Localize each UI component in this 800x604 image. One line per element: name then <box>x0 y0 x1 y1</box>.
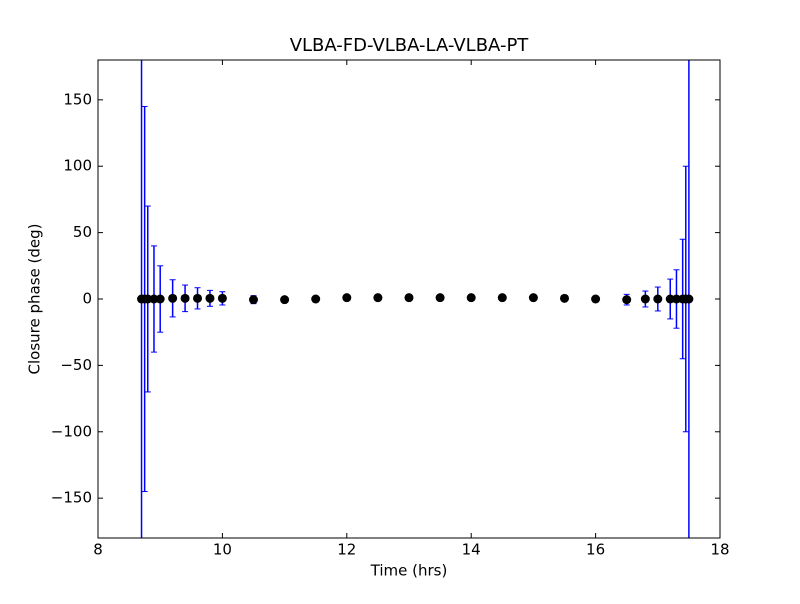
point <box>560 293 569 303</box>
y-tick-label: −100 <box>51 422 92 440</box>
point <box>249 295 258 305</box>
point <box>404 293 414 303</box>
y-tick-label: 150 <box>63 90 92 108</box>
point <box>435 293 445 303</box>
point <box>342 293 352 303</box>
chart-title: VLBA-FD-VLBA-LA-VLBA-PT <box>290 35 530 56</box>
point <box>205 293 215 303</box>
point <box>671 294 681 304</box>
point <box>180 293 190 303</box>
point <box>622 295 632 305</box>
x-tick-label: 10 <box>213 541 232 559</box>
x-tick-label: 14 <box>462 541 481 559</box>
x-tick-label: 8 <box>93 541 103 559</box>
y-tick-label: 50 <box>73 223 92 241</box>
point <box>684 294 694 304</box>
y-tick-label: −50 <box>60 356 92 374</box>
point <box>217 293 227 303</box>
y-axis-label: Closure phase (deg) <box>26 224 44 375</box>
point <box>155 294 165 304</box>
point <box>373 293 383 303</box>
point <box>143 294 153 304</box>
x-axis-label: Time (hrs) <box>370 562 448 580</box>
x-tick-label: 12 <box>337 541 356 559</box>
point <box>168 293 178 303</box>
x-tick-label: 16 <box>586 541 605 559</box>
point <box>528 293 538 303</box>
point <box>311 294 321 304</box>
y-tick-label: −150 <box>51 489 92 507</box>
y-tick-label: 0 <box>82 290 92 308</box>
point <box>640 294 650 304</box>
point <box>193 293 203 303</box>
x-tick-label: 18 <box>710 541 729 559</box>
point <box>497 293 507 303</box>
point <box>591 294 601 304</box>
point <box>280 295 290 305</box>
point <box>466 293 476 303</box>
plot-area <box>137 60 694 538</box>
point <box>665 294 675 304</box>
point <box>149 294 159 304</box>
point <box>653 294 663 304</box>
y-tick-label: 100 <box>63 157 92 175</box>
